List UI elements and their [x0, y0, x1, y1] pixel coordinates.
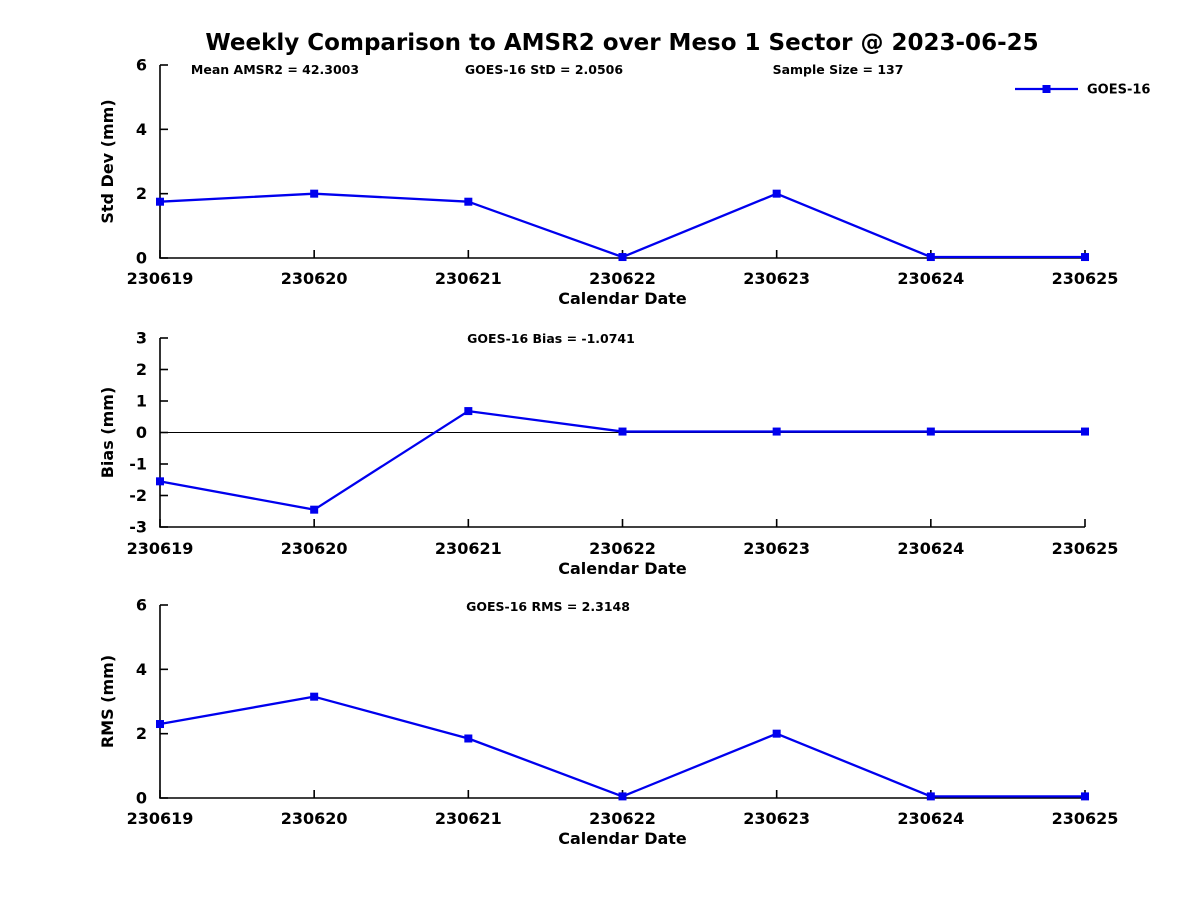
x-tick-label: 230619	[127, 269, 194, 288]
x-tick-label: 230624	[897, 539, 964, 558]
x-tick-label: 230623	[743, 269, 810, 288]
data-point-marker	[772, 427, 781, 436]
data-point-marker	[618, 427, 627, 436]
data-point-marker	[618, 253, 627, 262]
data-point-marker	[772, 189, 781, 198]
x-tick-label: 230622	[589, 269, 656, 288]
x-tick-label: 230624	[897, 269, 964, 288]
data-point-marker	[156, 477, 164, 486]
y-axis-label: Bias (mm)	[98, 387, 117, 479]
stat-annotation: Sample Size = 137	[773, 62, 904, 77]
goes16-line	[159, 409, 1085, 511]
y-tick-label: 2	[136, 724, 147, 743]
stat-annotation: Mean AMSR2 = 42.3003	[191, 62, 359, 77]
x-tick-label: 230619	[127, 539, 194, 558]
x-tick-label: 230623	[743, 809, 810, 828]
legend: GOES-16	[1015, 83, 1150, 98]
y-tick-label: 4	[136, 660, 147, 679]
y-axis-label: RMS (mm)	[98, 655, 117, 748]
data-point-marker	[1081, 792, 1089, 801]
data-point-marker	[464, 197, 473, 206]
goes16-line	[159, 192, 1085, 259]
legend-marker-square-icon	[1042, 85, 1051, 93]
x-tick-label: 230624	[897, 809, 964, 828]
data-point-marker	[926, 253, 935, 262]
y-axis-label: Std Dev (mm)	[98, 99, 117, 223]
x-axis-label: Calendar Date	[558, 829, 687, 848]
x-tick-label: 230621	[435, 539, 502, 558]
bias-panel: -3 -2 -1 0 1 2 3 230619 230620 230621 230622 230623…	[98, 329, 1118, 579]
x-tick-label: 230623	[743, 539, 810, 558]
stat-annotation: GOES-16 StD = 2.0506	[465, 62, 623, 77]
x-tick-label: 230620	[281, 539, 348, 558]
data-point-marker	[772, 729, 781, 738]
data-point-marker	[1081, 427, 1089, 436]
y-tick-label: 2	[136, 184, 147, 203]
x-tick-label: 230622	[589, 809, 656, 828]
x-tick-label: 230625	[1052, 539, 1119, 558]
goes16-line	[159, 695, 1085, 798]
y-tick-label: 6	[136, 596, 147, 615]
stat-annotation: GOES-16 RMS = 2.3148	[466, 599, 630, 614]
y-tick-label: 2	[136, 360, 147, 379]
x-tick-label: 230619	[127, 809, 194, 828]
data-point-marker	[618, 792, 627, 801]
data-point-marker	[310, 692, 319, 701]
legend-label: GOES-16	[1087, 83, 1150, 98]
std-dev-panel: 0 2 4 6 230619 230620 230621 230622 230623 230624…	[98, 56, 1150, 309]
data-point-marker	[156, 197, 164, 206]
x-tick-label: 230621	[435, 269, 502, 288]
y-tick-label: 0	[136, 789, 147, 808]
data-point-marker	[926, 792, 935, 801]
x-tick-label: 230625	[1052, 269, 1119, 288]
x-tick-label: 230622	[589, 539, 656, 558]
x-axis-label: Calendar Date	[558, 559, 687, 578]
x-tick-label: 230620	[281, 269, 348, 288]
y-tick-label: 0	[136, 423, 147, 442]
data-point-marker	[464, 407, 473, 416]
x-tick-label: 230621	[435, 809, 502, 828]
y-tick-label: 1	[136, 392, 147, 411]
y-tick-label: 0	[136, 249, 147, 268]
y-tick-label: -3	[129, 518, 147, 537]
data-point-marker	[1081, 253, 1089, 262]
y-tick-label: -1	[129, 455, 147, 474]
x-axis-label: Calendar Date	[558, 289, 687, 308]
y-tick-label: 3	[136, 329, 147, 348]
x-tick-label: 230620	[281, 809, 348, 828]
y-tick-label: 6	[136, 56, 147, 75]
data-point-marker	[310, 189, 319, 198]
data-point-marker	[926, 427, 935, 436]
data-point-marker	[464, 734, 473, 743]
stat-annotation: GOES-16 Bias = -1.0741	[467, 331, 635, 346]
data-point-marker	[310, 505, 319, 514]
data-point-marker	[156, 720, 164, 729]
figure-title: Weekly Comparison to AMSR2 over Meso 1 S…	[205, 30, 1039, 56]
rms-panel: 0 2 4 6 230619 230620 230621 230622 230623 230624…	[98, 596, 1118, 849]
y-tick-label: -2	[129, 486, 147, 505]
y-tick-label: 4	[136, 120, 147, 139]
x-tick-label: 230625	[1052, 809, 1119, 828]
